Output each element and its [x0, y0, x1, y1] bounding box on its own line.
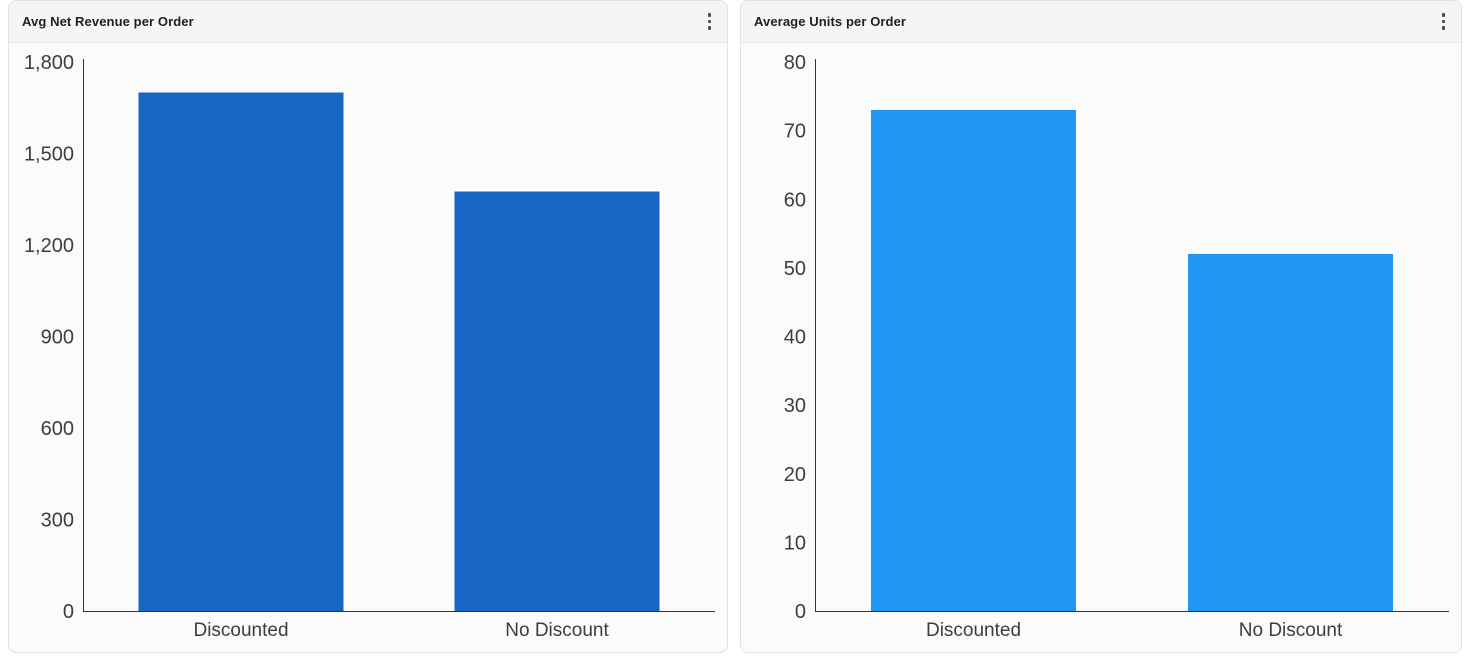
x-axis-category-label: Discounted [193, 620, 288, 641]
y-axis-tick-label: 80 [784, 52, 806, 74]
bar-discounted[interactable] [871, 110, 1076, 611]
y-axis-tick-label: 60 [784, 189, 806, 211]
bar-discounted[interactable] [138, 92, 344, 612]
y-axis-tick-label: 1,800 [24, 52, 74, 74]
chart-card-avg-net-revenue: Avg Net Revenue per Order 0 300 600 900 1,20… [8, 0, 728, 653]
x-axis-category-label: No Discount [1239, 620, 1343, 641]
card-title: Avg Net Revenue per Order [22, 14, 194, 29]
x-axis-category-label: No Discount [505, 620, 609, 641]
card-header: Average Units per Order [741, 1, 1461, 43]
kebab-menu-icon [707, 13, 711, 30]
y-axis-tick-label: 50 [784, 258, 806, 280]
y-axis-tick-label: 70 [784, 121, 806, 143]
card-header: Avg Net Revenue per Order [9, 1, 727, 43]
y-axis-tick-label: 0 [63, 601, 74, 623]
y-axis-tick-label: 0 [795, 601, 806, 623]
card-title: Average Units per Order [754, 14, 907, 29]
bar-chart-average-units: 0 10 20 30 40 50 60 70 80 Discounted No Discount [741, 43, 1461, 652]
y-axis-tick-label: 10 [784, 532, 806, 554]
y-axis-tick-label: 1,500 [24, 144, 74, 166]
y-axis-tick-label: 40 [784, 327, 806, 349]
kebab-menu-icon [1441, 13, 1445, 30]
chart-canvas: 0 300 600 900 1,200 1,500 1,800 Discounted No Di… [24, 52, 715, 641]
bar-no-discount[interactable] [454, 191, 660, 611]
y-axis-tick-label: 20 [784, 464, 806, 486]
kebab-menu-button[interactable] [1436, 9, 1452, 34]
y-axis-tick-label: 600 [41, 418, 74, 440]
chart-card-average-units: Average Units per Order 0 10 20 30 40 50 60 70 8… [740, 0, 1462, 653]
y-axis-tick-label: 900 [41, 327, 74, 349]
y-axis-tick-label: 1,200 [24, 235, 74, 257]
bar-no-discount[interactable] [1188, 254, 1393, 611]
x-axis-category-label: Discounted [926, 620, 1021, 641]
y-axis-tick-label: 300 [41, 510, 74, 532]
chart-canvas: 0 10 20 30 40 50 60 70 80 Discounted No Discount [784, 52, 1449, 641]
y-axis-tick-label: 30 [784, 395, 806, 417]
kebab-menu-button[interactable] [702, 9, 718, 34]
bar-chart-avg-net-revenue: 0 300 600 900 1,200 1,500 1,800 Discounted No Di… [9, 43, 727, 652]
